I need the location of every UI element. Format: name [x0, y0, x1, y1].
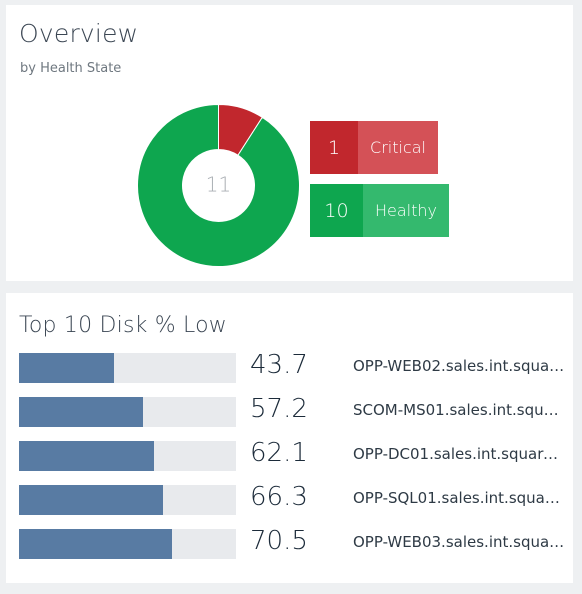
disk-row[interactable]: 43.7 OPP-WEB02.sales.int.squaredup.com [19, 350, 573, 383]
bar-track [19, 353, 236, 383]
healthy-count: 10 [310, 184, 363, 237]
server-name[interactable]: OPP-WEB02.sales.int.squaredup.com [353, 357, 565, 375]
bar-fill [19, 485, 163, 515]
bar-track [19, 485, 236, 515]
critical-count: 1 [310, 121, 358, 174]
bar-value: 70.5 [250, 526, 308, 556]
donut-total-count: 11 [206, 173, 231, 197]
bar-value: 62.1 [250, 438, 308, 468]
bar-value: 66.3 [250, 482, 308, 512]
disk-tile: Top 10 Disk % Low 43.7 OPP-WEB02.sales.i… [6, 293, 573, 583]
disk-title: Top 10 Disk % Low [19, 313, 227, 338]
bar-fill [19, 441, 154, 471]
bar-value: 43.7 [250, 350, 308, 380]
health-donut-chart[interactable]: 11 [131, 98, 306, 273]
donut-slice-healthy[interactable] [137, 103, 300, 267]
legend-critical[interactable]: 1 Critical [310, 121, 438, 174]
bar-fill [19, 397, 144, 427]
overview-subtitle: by Health State [20, 61, 122, 76]
server-name[interactable]: SCOM-MS01.sales.int.squaredup.com [353, 401, 565, 419]
bar-track [19, 529, 236, 559]
bar-track [19, 441, 236, 471]
critical-label: Critical [358, 121, 438, 174]
disk-row[interactable]: 70.5 OPP-WEB03.sales.int.squaredup.com [19, 526, 573, 559]
bar-track [19, 397, 236, 427]
disk-row[interactable]: 66.3 OPP-SQL01.sales.int.squaredup.com [19, 482, 573, 515]
server-name[interactable]: OPP-DC01.sales.int.squaredup.com [353, 445, 565, 463]
bar-fill [19, 529, 172, 559]
server-name[interactable]: OPP-WEB03.sales.int.squaredup.com [353, 533, 565, 551]
healthy-label: Healthy [363, 184, 449, 237]
overview-tile: Overview by Health State 11 1 Critical 1… [6, 5, 573, 281]
disk-row[interactable]: 62.1 OPP-DC01.sales.int.squaredup.com [19, 438, 573, 471]
bar-fill [19, 353, 114, 383]
disk-row[interactable]: 57.2 SCOM-MS01.sales.int.squaredup.com [19, 394, 573, 427]
overview-title: Overview [19, 19, 139, 48]
server-name[interactable]: OPP-SQL01.sales.int.squaredup.com [353, 489, 565, 507]
bar-value: 57.2 [250, 394, 308, 424]
legend-healthy[interactable]: 10 Healthy [310, 184, 449, 237]
